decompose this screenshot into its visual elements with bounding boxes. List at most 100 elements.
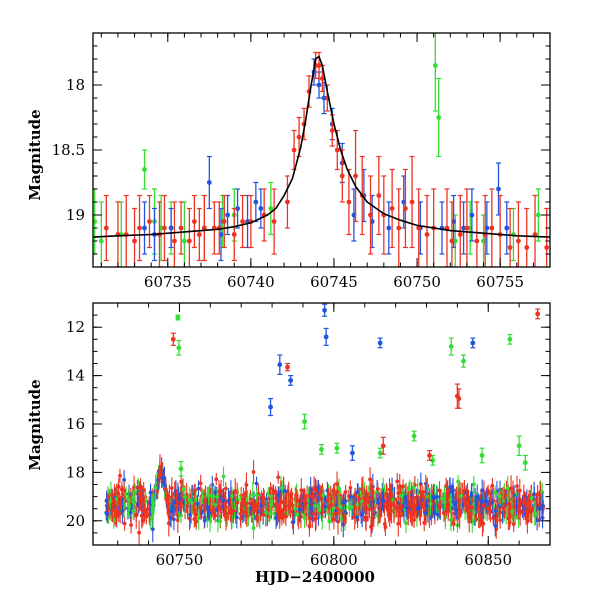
baseline-point [537, 496, 542, 522]
baseline-point [521, 492, 526, 512]
baseline-point [471, 475, 476, 493]
baseline-point [370, 504, 375, 531]
baseline-point [510, 501, 514, 523]
data-point-series-1 [277, 354, 283, 375]
baseline-point [490, 490, 495, 514]
baseline-point [189, 490, 194, 515]
baseline-point [493, 515, 498, 537]
baseline-point [185, 492, 190, 519]
baseline-point [475, 484, 480, 510]
data-point-series-1 [258, 188, 264, 229]
baseline-point [214, 473, 219, 486]
baseline-point [479, 494, 484, 509]
baseline-point [283, 507, 288, 526]
top-y-axis-label: Magnitude [26, 109, 44, 200]
data-point-series-0 [181, 201, 187, 267]
data-point-series-2 [171, 201, 177, 267]
data-point-series-2 [389, 168, 395, 249]
y-tick-label: 19 [66, 206, 85, 224]
data-point-series-2 [137, 194, 143, 262]
data-point-series-2 [489, 188, 495, 267]
data-point-series-2 [535, 308, 541, 320]
baseline-point [206, 486, 211, 506]
baseline-point [387, 478, 392, 502]
baseline-point [311, 505, 316, 523]
baseline-point [432, 504, 437, 520]
data-point-series-2 [424, 194, 430, 267]
baseline-point [254, 487, 259, 503]
x-tick-label: 60745 [310, 273, 358, 291]
baseline-point [403, 488, 408, 506]
baseline-point [412, 495, 417, 522]
data-point-series-1 [461, 201, 467, 255]
baseline-point [194, 490, 198, 509]
baseline-point [131, 504, 136, 518]
baseline-point [118, 503, 123, 524]
data-point-series-0 [510, 207, 516, 262]
baseline-point [187, 486, 192, 513]
data-point-series-0 [178, 460, 184, 477]
baseline-point [355, 494, 360, 516]
baseline-point [141, 490, 146, 512]
baseline-point [150, 516, 155, 543]
baseline-point [287, 496, 292, 515]
data-point-series-2 [416, 188, 422, 267]
data-point-series-2 [353, 129, 359, 223]
data-point-series-2 [457, 194, 463, 267]
baseline-point [216, 501, 221, 515]
baseline-point [335, 507, 340, 520]
baseline-point [131, 489, 135, 505]
baseline-point [481, 493, 486, 520]
baseline-point [302, 487, 306, 515]
data-point-series-1 [439, 201, 445, 255]
baseline-point [148, 483, 153, 502]
data-point-series-2 [449, 201, 455, 267]
baseline-point [525, 507, 530, 534]
baseline-point [134, 507, 139, 522]
data-point-series-1 [206, 155, 212, 210]
data-point-series-2 [339, 149, 345, 203]
baseline-point [151, 492, 155, 514]
baseline-point [357, 487, 362, 511]
baseline-point [259, 496, 263, 517]
baseline-point [122, 516, 127, 531]
baseline-point [395, 472, 400, 490]
x-tick-label: 60750 [156, 551, 204, 569]
data-point-series-0 [436, 77, 442, 158]
data-point-series-1 [377, 337, 383, 349]
baseline-point [205, 495, 210, 518]
baseline-point [348, 480, 353, 496]
baseline-point [291, 509, 296, 535]
baseline-point [332, 482, 337, 506]
baseline-point [451, 516, 456, 531]
baseline-point [137, 481, 142, 507]
x-tick-label: 60850 [464, 551, 512, 569]
baseline-point [104, 490, 109, 511]
baseline-point [129, 516, 133, 534]
data-point-series-2 [396, 188, 402, 267]
baseline-point [226, 505, 231, 521]
data-point-series-0 [479, 447, 485, 464]
data-point-series-0 [516, 435, 522, 457]
baseline-point [276, 486, 281, 504]
baseline-point [221, 466, 226, 487]
data-point-series-0 [522, 454, 528, 471]
baseline-point [512, 497, 517, 517]
data-point-series-2 [456, 388, 462, 409]
data-point-series-1 [253, 181, 259, 223]
data-point-series-2 [368, 175, 374, 255]
baseline-point [533, 499, 537, 526]
baseline-point [231, 500, 236, 521]
baseline-point [153, 474, 158, 501]
baseline-point [113, 503, 118, 527]
bottom-axis-ticks: 60750 60800 60850 12 14 16 18 20 [66, 302, 551, 569]
data-point-series-1 [268, 397, 274, 417]
baseline-point [282, 496, 286, 523]
baseline-point [215, 487, 219, 506]
data-point-series-2 [285, 362, 291, 372]
data-point-series-2 [231, 207, 237, 262]
baseline-point [297, 496, 302, 523]
baseline-point [294, 488, 299, 505]
data-point-series-2 [524, 207, 530, 267]
